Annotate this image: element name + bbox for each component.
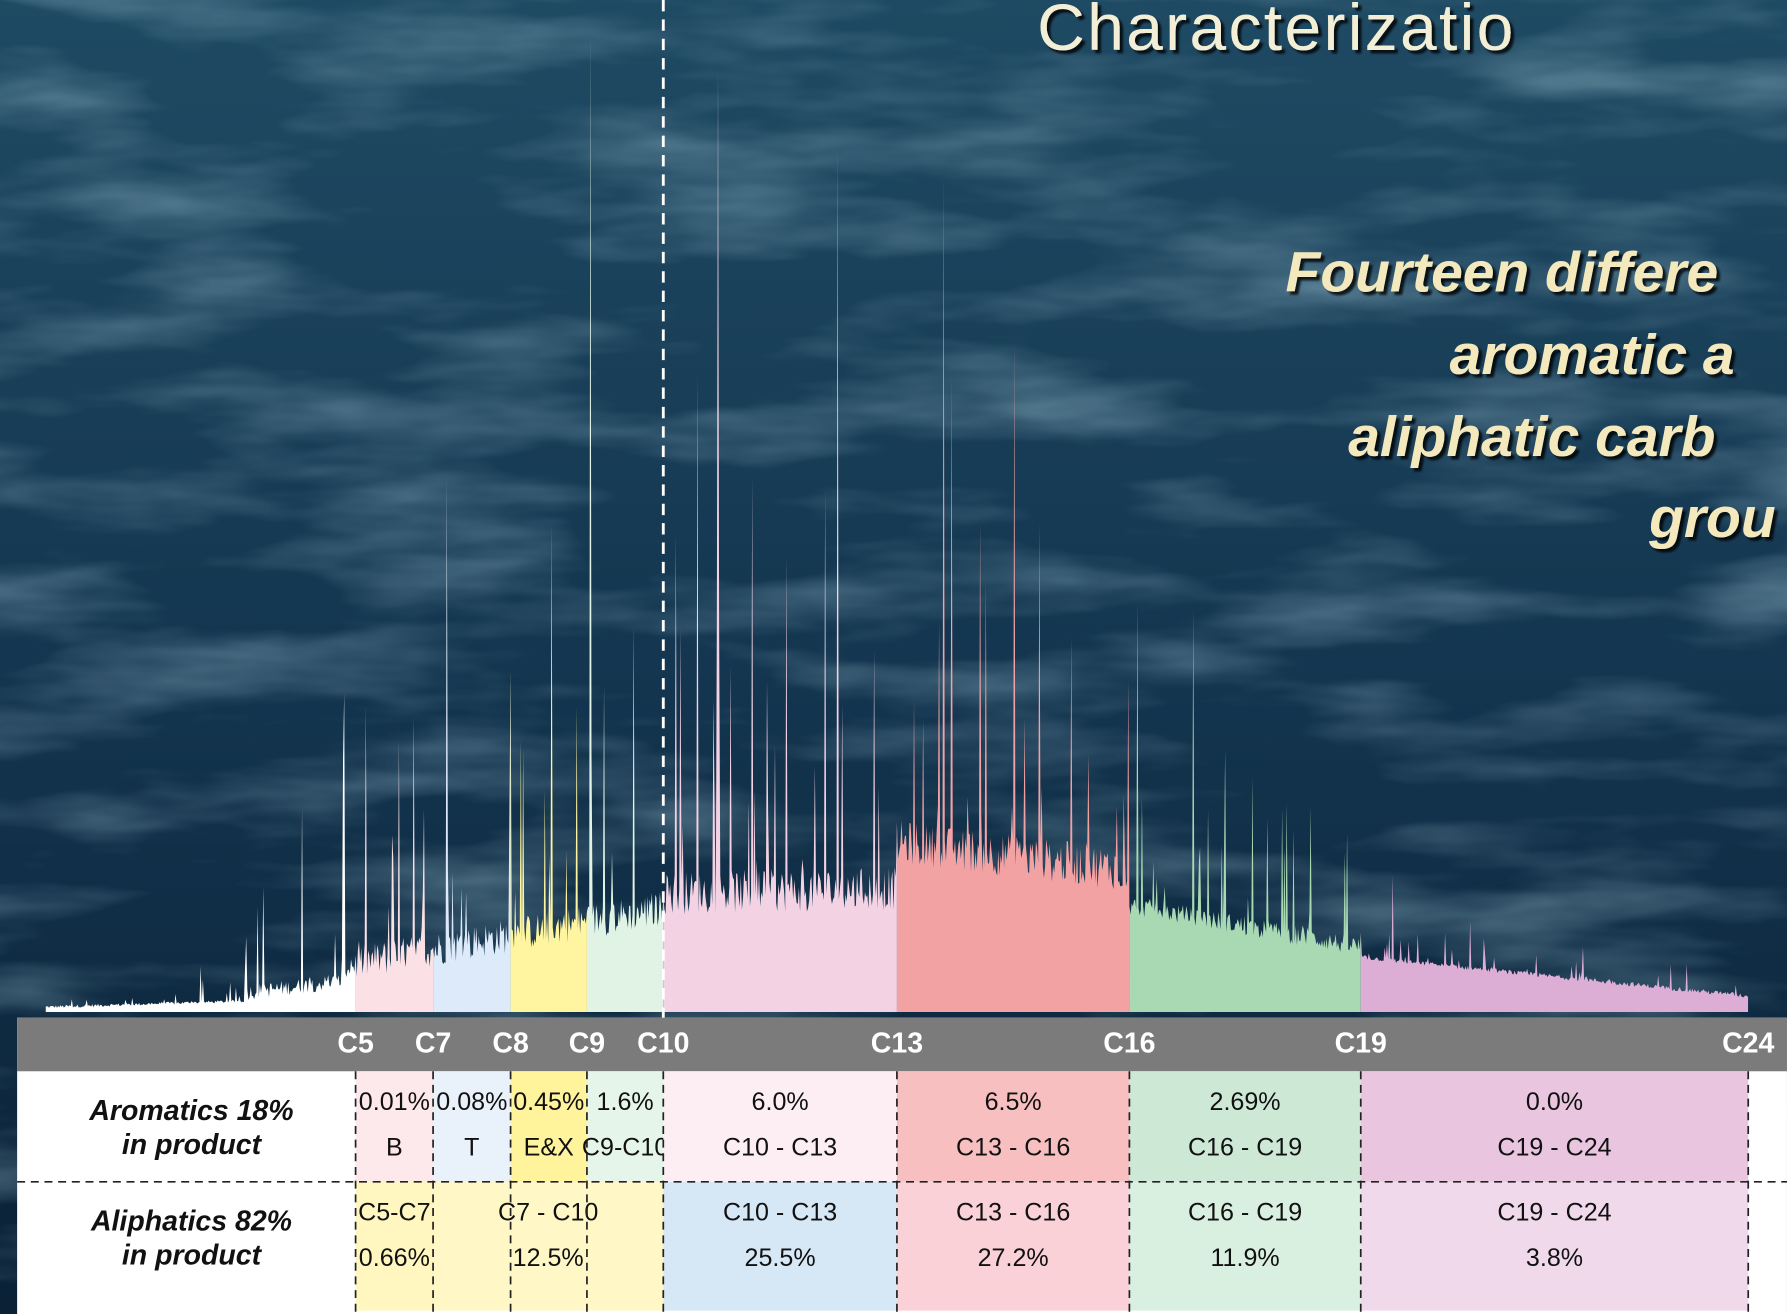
axis-label: C24 (1722, 1028, 1774, 1060)
cell-text: C16 - C19 (1188, 1198, 1302, 1226)
cell-text: 0.08% (436, 1088, 507, 1116)
cell-text: C19 - C24 (1497, 1198, 1611, 1226)
axis-label: C7 (415, 1028, 451, 1060)
cell-text: C5-C7 (358, 1198, 430, 1226)
cell-text: C7 - C10 (498, 1198, 598, 1226)
axis-label: C13 (871, 1028, 923, 1060)
cell-text: 11.9% (1210, 1244, 1279, 1272)
cell-text: C13 - C16 (956, 1198, 1070, 1226)
cell-text: 0.0% (1526, 1088, 1583, 1116)
cell-text: 6.0% (752, 1088, 809, 1116)
row-label: in product (122, 1240, 263, 1272)
subtitle-line: grou (1648, 486, 1776, 550)
cell-text: 0.66% (359, 1244, 430, 1272)
axis-label: C8 (492, 1028, 528, 1060)
cell-text: 25.5% (745, 1244, 816, 1272)
subtitle-line: Fourteen differe (1286, 241, 1719, 305)
axis-label: C10 (637, 1028, 689, 1060)
axis-label: C9 (569, 1028, 605, 1060)
cell-text: 2.69% (1210, 1088, 1281, 1116)
cell-text: 1.6% (597, 1088, 654, 1116)
page: {"title":"Characterizatio", "subtitle":[… (0, 0, 1787, 1314)
cell-text: C16 - C19 (1188, 1133, 1302, 1161)
cell-text: 0.01% (359, 1088, 430, 1116)
cell-text: 12.5% (513, 1244, 584, 1272)
cell-text: C19 - C24 (1497, 1133, 1611, 1161)
cell-text: 27.2% (978, 1244, 1049, 1272)
row-label: in product (122, 1129, 263, 1161)
row-label: Aliphatics 82% (90, 1205, 292, 1237)
cell-text: C10 - C13 (723, 1133, 837, 1161)
axis-label: C5 (337, 1028, 374, 1060)
cell-text: B (386, 1133, 403, 1161)
cell-text: E&X (524, 1133, 574, 1161)
cell-text: 3.8% (1526, 1244, 1583, 1272)
row-label: Aromatics 18% (88, 1095, 293, 1127)
subtitle-line: aromatic a (1450, 323, 1735, 387)
axis-label: C16 (1103, 1028, 1155, 1060)
subtitle-line: aliphatic carb (1348, 405, 1715, 469)
axis-label: C19 (1335, 1028, 1387, 1060)
cell-text: C10 - C13 (723, 1198, 837, 1226)
cell-text: 0.45% (513, 1088, 584, 1116)
cell-text: C13 - C16 (956, 1133, 1070, 1161)
cell-text: T (464, 1133, 479, 1161)
slide: Characterizatio Fourteen differe aromati… (0, 0, 1787, 1314)
cell-text: 6.5% (985, 1088, 1042, 1116)
table: 0.01% B 0.08% T 0.45% E&X 1.6% C9-C10 6.0% C10 - … (17, 1018, 1787, 1314)
slide-title: Characterizatio (1037, 0, 1516, 65)
cell-text: C9-C10 (582, 1133, 668, 1161)
